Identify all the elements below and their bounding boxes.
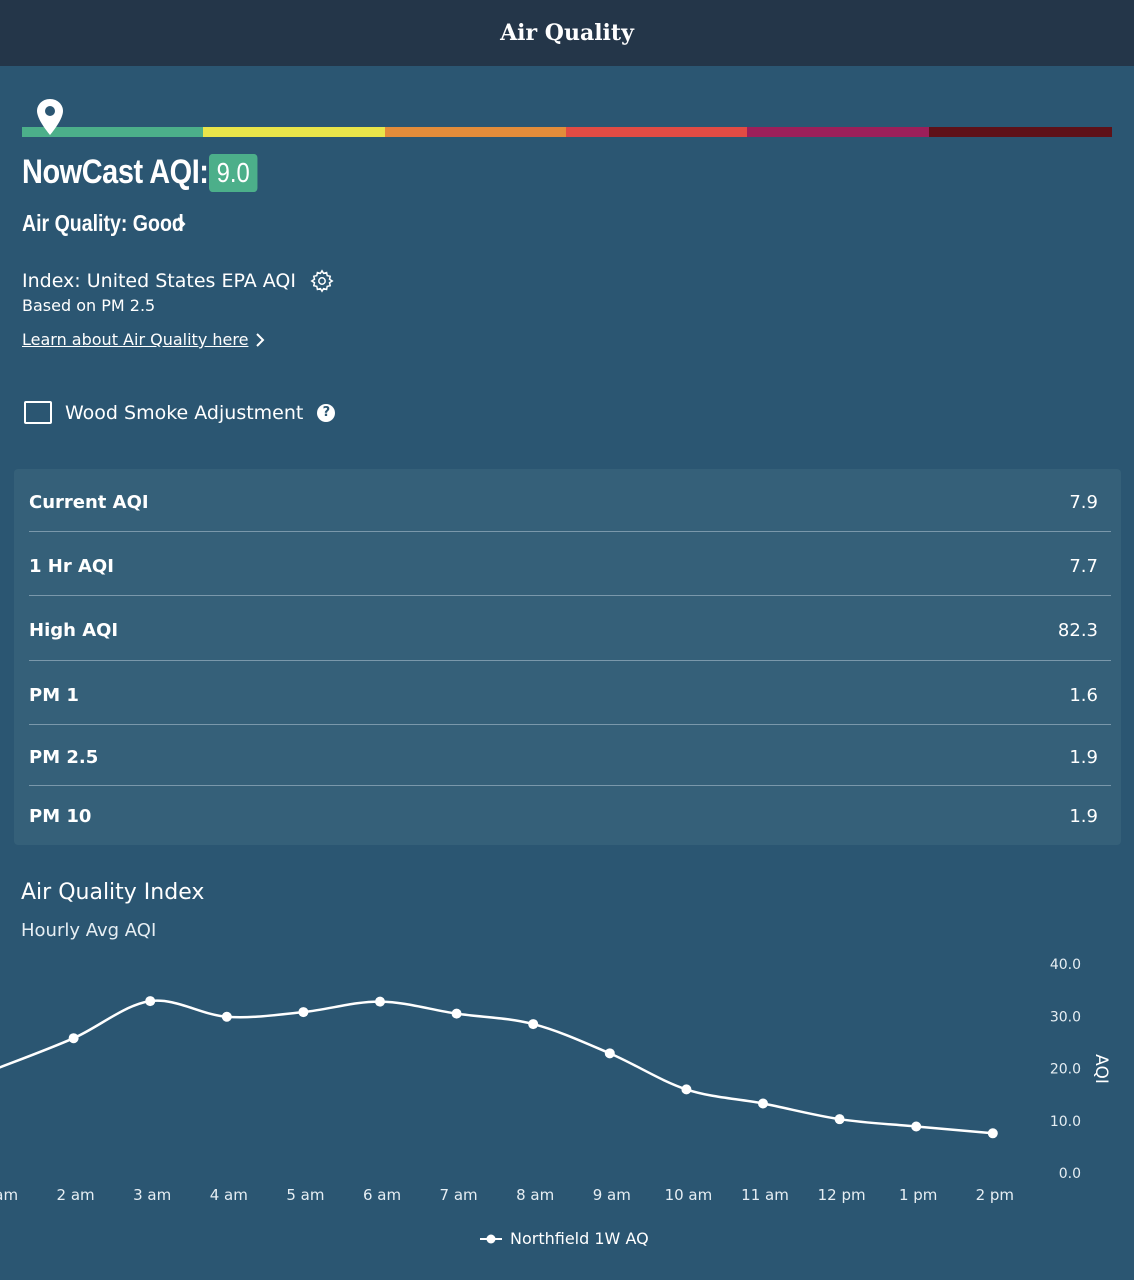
gear-icon[interactable]: [310, 269, 334, 293]
y-tick-label: 40.0: [1050, 957, 1081, 973]
row-divider: [29, 531, 1111, 532]
row-divider: [29, 724, 1111, 725]
table-row: PM 10 1.9: [29, 801, 1111, 831]
stat-value: 1.9: [1069, 746, 1098, 768]
page-title: Air Quality: [500, 20, 634, 46]
aqi-color-scale: [22, 127, 1112, 137]
air-quality-status-link[interactable]: Air Quality: Good: [22, 210, 186, 237]
aqi-scale-segment: [384, 127, 566, 137]
aqi-scale-segment: [203, 127, 385, 137]
data-point[interactable]: [834, 1114, 845, 1125]
aqi-scale-segment: [565, 127, 748, 137]
table-row: High AQI 82.3: [29, 615, 1111, 645]
data-point[interactable]: [758, 1098, 768, 1109]
aqi-line-chart: 1 am 2 am 3 am 4 am 5 am 6 am 7 am 8 am 9 am 10 a…: [0, 957, 1111, 1204]
data-point[interactable]: [451, 1008, 462, 1019]
location-pin-icon: [37, 99, 63, 135]
x-tick-label: 2 pm: [976, 1186, 1014, 1204]
chart-subtitle: Hourly Avg AQI: [21, 920, 157, 941]
x-tick-label: 6 am: [363, 1186, 401, 1204]
stat-value: 7.7: [1069, 555, 1098, 577]
top-bar: Air Quality: [0, 0, 1134, 66]
x-tick-label: 1 am: [0, 1186, 18, 1204]
data-point[interactable]: [375, 996, 385, 1007]
x-tick-label: 8 am: [516, 1186, 554, 1204]
aqi-scale-segment: [747, 127, 929, 137]
data-point[interactable]: [681, 1084, 692, 1095]
help-icon[interactable]: ?: [317, 403, 336, 422]
table-row: PM 1 1.6: [29, 680, 1111, 710]
air-quality-status: Air Quality: Good: [22, 210, 184, 236]
row-divider: [29, 595, 1111, 596]
y-tick-label: 0.0: [1059, 1166, 1081, 1182]
x-tick-label: 10 am: [665, 1186, 713, 1204]
data-point[interactable]: [298, 1007, 309, 1018]
table-row: 1 Hr AQI 7.7: [29, 551, 1111, 581]
data-point[interactable]: [68, 1033, 79, 1044]
nowcast-value-badge: 9.0: [209, 153, 258, 192]
x-tick-label: 4 am: [210, 1186, 248, 1204]
x-tick-label: 3 am: [133, 1186, 171, 1204]
aqi-scale-segment: [928, 127, 1112, 137]
based-on-text: Based on PM 2.5: [22, 296, 156, 315]
table-row: Current AQI 7.9: [29, 487, 1111, 517]
aqi-scale-segment: [22, 127, 204, 137]
x-tick-label: 12 pm: [818, 1186, 866, 1204]
stat-label: High AQI: [29, 619, 119, 641]
data-point[interactable]: [604, 1048, 615, 1059]
legend-line-icon: [480, 1234, 502, 1243]
x-tick-label: 2 am: [57, 1186, 95, 1204]
chart-legend[interactable]: Northfield 1W AQ: [480, 1229, 649, 1248]
stat-value: 82.3: [1057, 619, 1098, 641]
y-tick-label: 10.0: [1050, 1114, 1081, 1130]
x-tick-label: 7 am: [440, 1186, 478, 1204]
chevron-right-icon: [256, 332, 265, 347]
nowcast-aqi: NowCast AQI: 9.0: [22, 153, 266, 192]
stat-label: PM 2.5: [29, 746, 99, 768]
aqi-stats-table: Current AQI 7.9 1 Hr AQI 7.7 High AQI 82…: [14, 469, 1121, 845]
chevron-right-icon: [177, 216, 186, 231]
learn-about-air-quality-link[interactable]: Learn about Air Quality here: [22, 330, 249, 349]
series-line: [0, 999, 993, 1135]
wood-smoke-checkbox[interactable]: [24, 401, 52, 424]
table-row: PM 2.5 1.9: [29, 742, 1111, 772]
legend-label: Northfield 1W AQ: [510, 1229, 649, 1248]
nowcast-label: NowCast AQI:: [22, 153, 209, 191]
y-tick-label: 20.0: [1050, 1062, 1081, 1078]
wood-smoke-adjustment[interactable]: Wood Smoke Adjustment ?: [24, 401, 336, 424]
x-tick-label: 9 am: [593, 1186, 631, 1204]
x-tick-label: 5 am: [286, 1186, 324, 1204]
stat-label: Current AQI: [29, 491, 149, 513]
data-point[interactable]: [145, 996, 156, 1007]
wood-smoke-label: Wood Smoke Adjustment: [65, 401, 304, 424]
stat-value: 7.9: [1069, 491, 1098, 513]
row-divider: [29, 785, 1111, 786]
row-divider: [29, 660, 1111, 661]
stat-value: 1.9: [1069, 805, 1098, 827]
x-tick-label: 1 pm: [899, 1186, 937, 1204]
x-tick-label: 11 am: [741, 1186, 789, 1204]
y-axis-label: AQI: [1091, 1054, 1111, 1084]
stat-value: 1.6: [1069, 684, 1098, 706]
data-point[interactable]: [987, 1128, 998, 1139]
stat-label: 1 Hr AQI: [29, 555, 114, 577]
stat-label: PM 10: [29, 805, 92, 827]
data-point[interactable]: [221, 1011, 232, 1022]
index-label: Index: United States EPA AQI: [22, 270, 296, 292]
stat-label: PM 1: [29, 684, 79, 706]
chart-title: Air Quality Index: [21, 880, 205, 905]
data-point[interactable]: [911, 1121, 922, 1132]
y-tick-label: 30.0: [1050, 1009, 1081, 1025]
learn-link-row[interactable]: Learn about Air Quality here: [22, 330, 265, 349]
index-line: Index: United States EPA AQI: [22, 269, 334, 293]
data-point[interactable]: [528, 1019, 539, 1030]
